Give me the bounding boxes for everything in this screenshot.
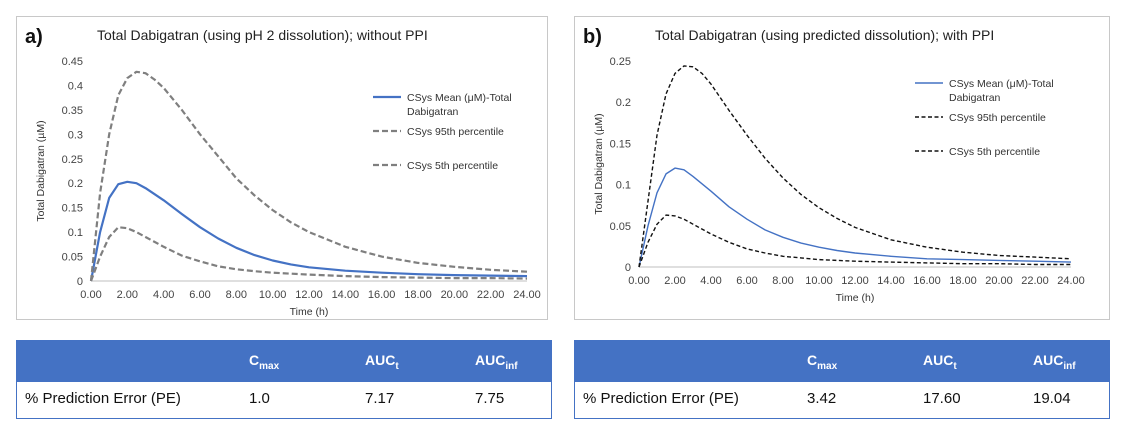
x-tick-label: 20.00 [985,275,1013,287]
y-tick-label: 0.25 [610,56,631,68]
legend-label: CSys 5th percentile [949,146,1040,158]
legend-label: Dabigatran [949,92,1001,104]
x-tick-label: 0.00 [80,289,101,301]
series-line [89,226,528,282]
cell-aucinf: 7.75 [475,390,505,407]
y-axis-title: Total Dabigatran (µM) [593,113,605,214]
header-auct: AUCt [365,352,399,372]
y-tick-label: 0.15 [62,203,83,215]
x-tick-label: 2.00 [664,275,685,287]
series-line [638,65,1072,268]
row-label: % Prediction Error (PE) [25,390,181,407]
x-tick-label: 12.00 [841,275,869,287]
y-tick-label: 0.3 [68,129,83,141]
x-tick-label: 8.00 [772,275,793,287]
legend-label: Dabigatran [407,106,459,118]
header-cmax: Cmax [249,352,280,372]
y-tick-label: 0 [625,262,631,274]
x-tick-label: 12.00 [295,289,323,301]
x-axis-title: Time (h) [836,292,875,304]
y-tick-label: 0.1 [616,180,631,192]
y-tick-label: 0.4 [68,80,83,92]
x-tick-label: 20.00 [441,289,469,301]
y-tick-label: 0.2 [68,178,83,190]
x-tick-label: 22.00 [477,289,505,301]
series-line [638,214,1071,268]
row-label: % Prediction Error (PE) [583,390,739,407]
y-tick-label: 0.45 [62,56,83,68]
legend-label: CSys Mean (μM)-Total [949,78,1054,90]
header-aucinf: AUCinf [475,352,518,372]
chart-panel-a: a) Total Dabigatran (using pH 2 dissolut… [16,16,548,320]
x-tick-label: 18.00 [949,275,977,287]
chart-title: Total Dabigatran (using predicted dissol… [655,27,995,43]
x-tick-label: 14.00 [877,275,905,287]
prediction-error-table: Cmax AUCt AUCinf % Prediction Error (PE)… [16,340,552,419]
y-tick-label: 0.1 [68,227,83,239]
cell-auct: 17.60 [923,390,961,407]
cell-auct: 7.17 [365,390,395,407]
line-chart: 0 0.05 0.1 0.15 0.2 0.25 0.3 0.35 0.4 0.45 0.00 2.0… [35,56,541,318]
chart-panel-b: b) Total Dabigatran (using predicted dis… [574,16,1110,320]
header-auct: AUCt [923,352,957,372]
x-tick-label: 10.00 [805,275,833,287]
prediction-error-table: Cmax AUCt AUCinf % Prediction Error (PE)… [574,340,1110,419]
table-header: Cmax AUCt AUCinf [17,341,551,382]
header-cmax: Cmax [807,352,838,372]
legend-label: CSys 95th percentile [407,126,504,138]
x-tick-label: 4.00 [700,275,721,287]
y-tick-label: 0.2 [616,97,631,109]
y-tick-label: 0.15 [610,138,631,150]
x-tick-label: 6.00 [189,289,210,301]
legend-label: CSys Mean (μM)-Total [407,92,512,104]
legend-label: CSys 95th percentile [949,112,1046,124]
x-axis-title: Time (h) [290,306,329,318]
x-tick-label: 2.00 [117,289,138,301]
x-tick-label: 8.00 [226,289,247,301]
legend-label: CSys 5th percentile [407,160,498,172]
series-line [89,70,528,282]
header-aucinf: AUCinf [1033,352,1076,372]
cell-cmax: 3.42 [807,390,837,407]
y-axis-title: Total Dabigatran (µM) [35,120,47,221]
cell-aucinf: 19.04 [1033,390,1071,407]
y-tick-label: 0.05 [610,221,631,233]
table-header: Cmax AUCt AUCinf [575,341,1109,382]
line-chart: 0 0.05 0.1 0.15 0.2 0.25 0.00 2.00 4.00 6.00 8.00 1… [593,56,1085,304]
x-tick-label: 16.00 [368,289,396,301]
x-tick-label: 0.00 [628,275,649,287]
panel-label: a) [25,26,43,48]
x-tick-label: 16.00 [913,275,941,287]
x-tick-label: 10.00 [259,289,287,301]
x-tick-label: 24.00 [513,289,541,301]
x-tick-label: 4.00 [153,289,174,301]
y-tick-label: 0.05 [62,252,83,264]
y-tick-label: 0 [77,276,83,288]
y-tick-label: 0.25 [62,154,83,166]
series-line [89,180,528,282]
y-tick-label: 0.35 [62,105,83,117]
cell-cmax: 1.0 [249,390,270,407]
x-tick-label: 24.00 [1057,275,1085,287]
x-tick-label: 14.00 [332,289,360,301]
x-tick-label: 6.00 [736,275,757,287]
x-tick-label: 22.00 [1021,275,1049,287]
panel-label: b) [583,26,602,48]
series-line [638,167,1072,268]
x-tick-label: 18.00 [404,289,432,301]
chart-title: Total Dabigatran (using pH 2 dissolution… [97,27,428,43]
